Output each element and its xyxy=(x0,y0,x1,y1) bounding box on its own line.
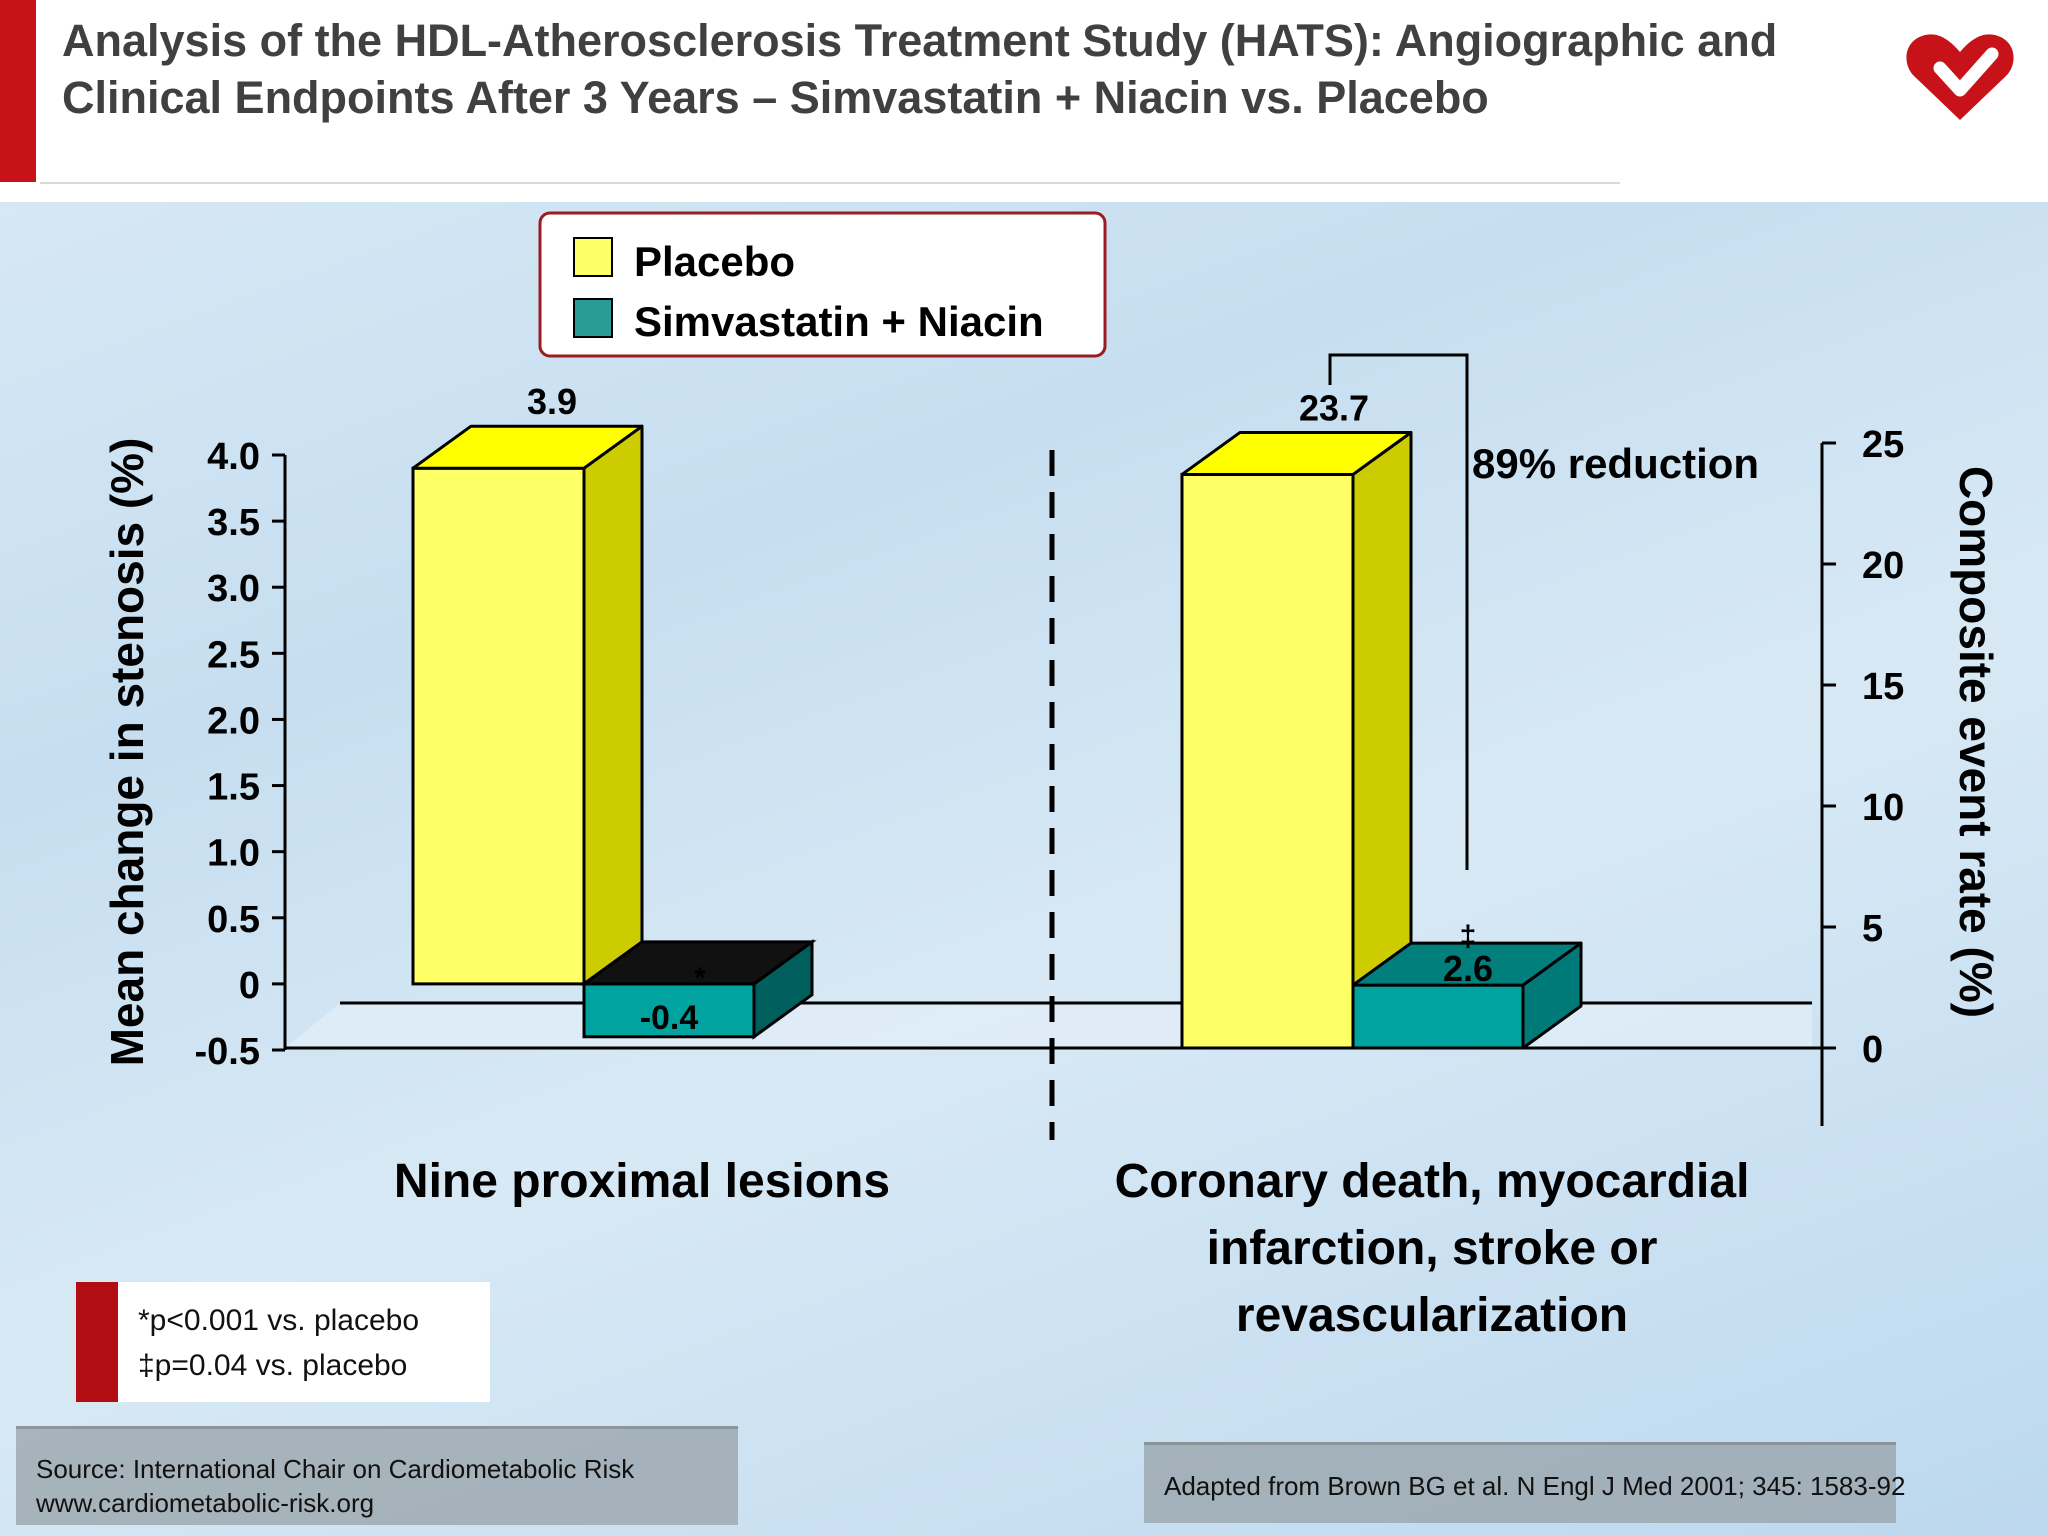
source-box: Source: International Chair on Cardiomet… xyxy=(16,1426,738,1525)
citation-text: Adapted from Brown BG et al. N Engl J Me… xyxy=(1164,1471,1906,1501)
bar-placebo-events xyxy=(1180,472,1355,1050)
header-divider xyxy=(40,182,1620,184)
footnote-p-value-1: *p<0.001 vs. placebo xyxy=(138,1304,420,1337)
bar-treatment-events-top xyxy=(1351,941,1583,987)
right-tick-label: 25 xyxy=(1862,424,1904,466)
legend-swatch-placebo xyxy=(573,237,613,277)
significance-marker-events: ‡ xyxy=(1460,920,1477,953)
legend-label-placebo: Placebo xyxy=(634,238,795,285)
slide-title: Analysis of the HDL-Atherosclerosis Trea… xyxy=(62,15,1778,123)
right-axis-title: Composite event rate (%) xyxy=(1950,466,2002,1018)
reduction-bracket xyxy=(1328,353,1469,870)
footnote-p-value-2: ‡p=0.04 vs. placebo xyxy=(138,1349,408,1382)
legend-label-treatment: Simvastatin + Niacin xyxy=(634,298,1044,345)
left-tick-label: 2.5 xyxy=(207,634,260,676)
bar-placebo-stenosis xyxy=(411,466,586,986)
right-tick-label: 15 xyxy=(1862,666,1904,708)
reduction-annotation: 89% reduction xyxy=(1472,440,1759,487)
footnote-accent-bar xyxy=(76,1282,118,1402)
category-label: infarction, stroke or xyxy=(1207,1222,1658,1275)
right-tick-label: 10 xyxy=(1862,787,1904,829)
bar-placebo-stenosis-top xyxy=(411,424,644,470)
right-tick-label: 5 xyxy=(1862,908,1883,950)
floor-plane xyxy=(285,1003,1812,1048)
left-axis-title: Mean change in stenosis (%) xyxy=(101,438,153,1067)
bar-treatment-events xyxy=(1351,983,1525,1050)
category-label: Nine proximal lesions xyxy=(394,1155,890,1208)
bar-treatment-stenosis xyxy=(582,982,756,1039)
left-tick-label: 3.5 xyxy=(207,502,260,544)
data-label-placebo-stenosis: 3.9 xyxy=(527,381,577,422)
significance-marker-stenosis: * xyxy=(694,962,706,995)
left-tick-label: 0 xyxy=(239,965,260,1007)
footnote-box: *p<0.001 vs. placebo ‡p=0.04 vs. placebo xyxy=(76,1282,490,1402)
left-tick-label: 1.0 xyxy=(207,833,260,875)
data-label-treatment-stenosis: -0.4 xyxy=(640,999,699,1037)
left-tick-label: -0.5 xyxy=(195,1031,260,1073)
left-tick-label: 3.0 xyxy=(207,568,260,610)
bar-placebo-events-top xyxy=(1180,430,1413,476)
left-tick-label: 0.5 xyxy=(207,899,260,941)
slide-header: Analysis of the HDL-Atherosclerosis Trea… xyxy=(0,0,2048,202)
source-url: www.cardiometabolic-risk.org xyxy=(36,1488,375,1518)
bar-placebo-stenosis-side xyxy=(582,424,644,986)
category-label: Coronary death, myocardial xyxy=(1115,1155,1750,1208)
source-text: Source: International Chair on Cardiomet… xyxy=(36,1454,635,1484)
right-tick-label: 20 xyxy=(1862,545,1904,587)
heart-logo-icon xyxy=(1906,34,2014,120)
left-tick-label: 4.0 xyxy=(207,436,260,478)
legend-box xyxy=(538,211,1107,358)
legend-swatch-treatment xyxy=(573,298,613,338)
left-tick-label: 1.5 xyxy=(207,767,260,809)
header-accent-bar xyxy=(0,0,36,182)
bar-treatment-stenosis-top xyxy=(579,940,817,986)
left-tick-label: 2.0 xyxy=(207,700,260,742)
right-tick-label: 0 xyxy=(1862,1029,1883,1071)
citation-box: Adapted from Brown BG et al. N Engl J Me… xyxy=(1144,1442,1905,1523)
data-label-treatment-events: 2.6 xyxy=(1443,948,1493,989)
category-label: revascularization xyxy=(1236,1289,1628,1342)
data-label-placebo-events: 23.7 xyxy=(1299,387,1369,428)
